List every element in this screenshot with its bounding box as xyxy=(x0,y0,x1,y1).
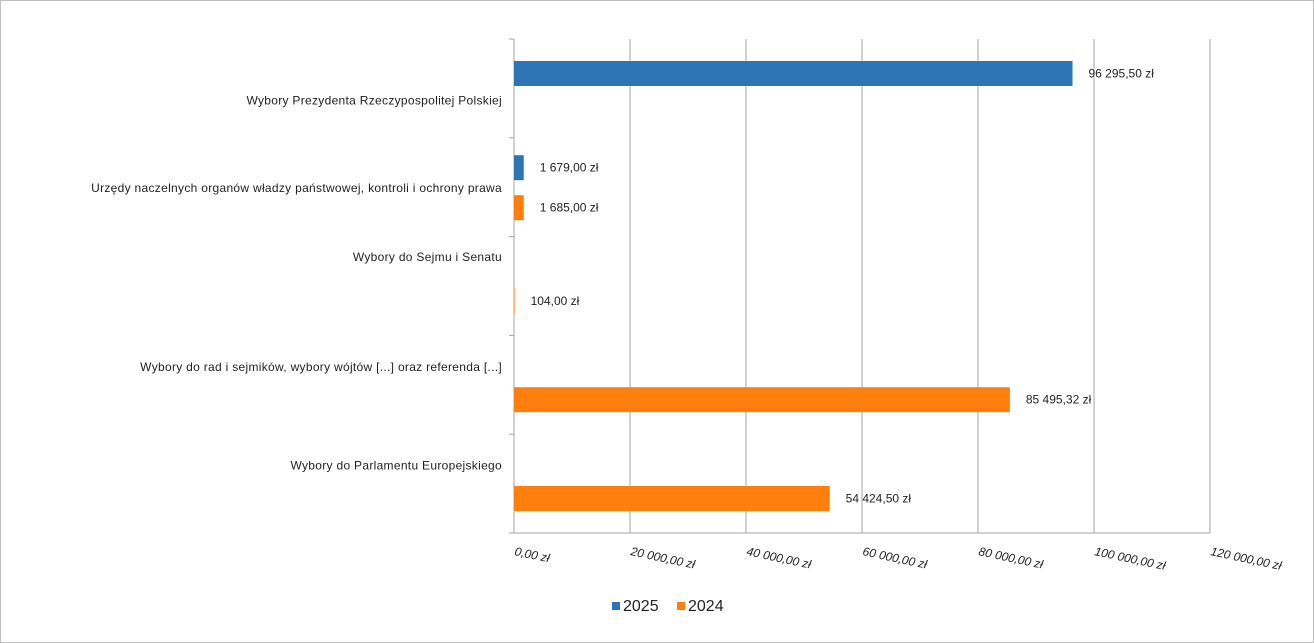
bar-2025 xyxy=(514,61,1073,86)
x-tick-label: 120 000,00 zł xyxy=(1209,544,1283,573)
data-label: 85 495,32 zł xyxy=(1026,393,1092,407)
x-tick-label: 0,00 zł xyxy=(513,544,551,565)
data-label: 1 679,00 zł xyxy=(540,161,599,175)
bar-2024 xyxy=(514,195,524,221)
category-label: Wybory Prezydenta Rzeczypospolitej Polsk… xyxy=(246,93,502,107)
bar-2025 xyxy=(514,155,524,181)
category-label: Wybory do rad i sejmików, wybory wójtów … xyxy=(140,360,502,374)
category-label: Wybory do Sejmu i Senatu xyxy=(353,250,502,264)
category-label: Urzędy naczelnych organów władzy państwo… xyxy=(91,181,502,195)
data-label: 1 685,00 zł xyxy=(540,201,599,215)
x-tick-label: 40 000,00 zł xyxy=(745,544,812,571)
bar-2024 xyxy=(514,387,1010,413)
data-label: 104,00 zł xyxy=(531,294,580,308)
data-label: 54 424,50 zł xyxy=(846,492,912,506)
x-tick-label: 80 000,00 zł xyxy=(977,544,1044,571)
legend-label: 2024 xyxy=(688,598,724,615)
x-tick-label: 100 000,00 zł xyxy=(1093,544,1167,573)
bar-2024 xyxy=(514,486,830,511)
legend-swatch-2024 xyxy=(677,602,685,610)
bar-2024 xyxy=(514,288,515,314)
x-tick-label: 20 000,00 zł xyxy=(628,544,696,572)
legend-swatch-2025 xyxy=(612,602,620,610)
legend-label: 2025 xyxy=(623,598,659,615)
data-label: 96 295,50 zł xyxy=(1089,67,1155,81)
category-label: Wybory do Parlamentu Europejskiego xyxy=(290,459,502,473)
x-tick-label: 60 000,00 zł xyxy=(861,544,928,571)
